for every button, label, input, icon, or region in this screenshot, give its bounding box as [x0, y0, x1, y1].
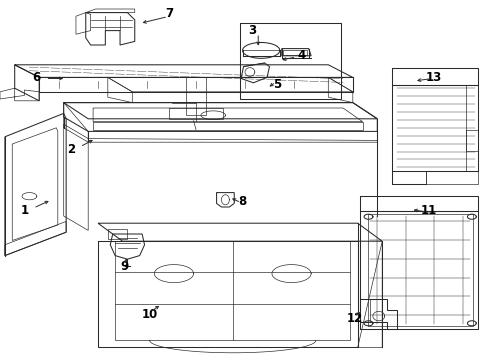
Text: 2: 2 [67, 143, 75, 156]
Text: 3: 3 [248, 24, 256, 37]
Text: 11: 11 [420, 204, 437, 217]
Text: 9: 9 [121, 260, 129, 273]
Text: 7: 7 [165, 7, 173, 20]
Text: 6: 6 [33, 71, 41, 84]
Text: 10: 10 [141, 309, 158, 321]
Text: 5: 5 [273, 78, 281, 91]
Text: 1: 1 [21, 204, 28, 217]
Text: 13: 13 [425, 71, 442, 84]
Text: 8: 8 [239, 195, 246, 208]
Text: 12: 12 [347, 312, 364, 325]
Text: 4: 4 [297, 49, 305, 62]
